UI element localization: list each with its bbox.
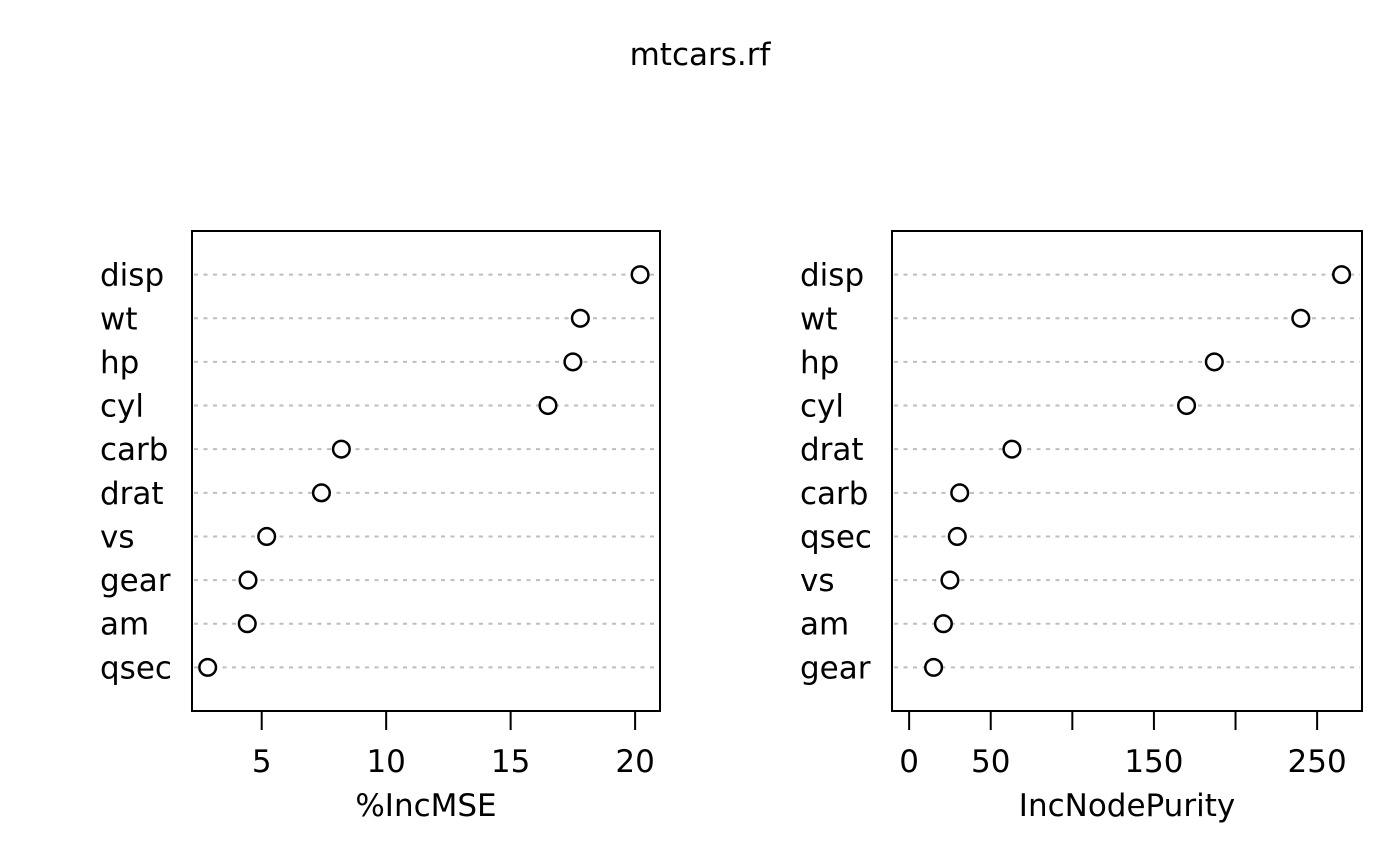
- data-point: [947, 526, 967, 547]
- x-tick-label: 150: [1124, 744, 1183, 780]
- y-category-label: gear: [100, 563, 171, 599]
- figure-title: mtcars.rf: [630, 37, 772, 73]
- y-category-label: gear: [800, 650, 871, 686]
- y-category-label: vs: [100, 519, 135, 555]
- data-point: [933, 614, 953, 634]
- y-category-label: disp: [800, 258, 864, 294]
- data-point: [1002, 439, 1022, 459]
- y-category-label: am: [800, 607, 849, 643]
- y-category-label: qsec: [800, 519, 872, 555]
- data-point: [257, 526, 277, 547]
- x-tick-label: 50: [971, 744, 1010, 780]
- y-category-label: cyl: [800, 389, 844, 425]
- data-point: [198, 657, 218, 677]
- y-category-label: cyl: [100, 389, 144, 425]
- y-category-label: drat: [100, 476, 164, 512]
- y-category-label: disp: [100, 258, 164, 294]
- y-category-label: wt: [800, 301, 838, 337]
- data-point: [311, 483, 331, 503]
- y-category-label: drat: [800, 432, 864, 468]
- data-point: [940, 570, 960, 590]
- plot-box: [891, 230, 1363, 712]
- x-axis-title: %IncMSE: [355, 788, 496, 824]
- data-point: [1177, 395, 1197, 416]
- y-category-label: qsec: [100, 650, 172, 686]
- x-tick-label: 15: [491, 744, 530, 780]
- x-axis-title: IncNodePurity: [1019, 788, 1235, 824]
- data-point: [1332, 265, 1352, 285]
- data-point: [238, 570, 258, 590]
- data-point: [1204, 352, 1224, 372]
- x-tick-label: 10: [366, 744, 405, 780]
- y-category-label: am: [100, 607, 149, 643]
- data-point: [331, 439, 351, 459]
- panel-incnodepurity: 0 50 150 250 disp wt hp cyl drat carb qsec vs am gear…: [800, 230, 1363, 824]
- y-category-label: vs: [800, 563, 835, 599]
- x-tick-label: 250: [1288, 744, 1347, 780]
- x-tick-label: 20: [615, 744, 654, 780]
- x-tick-label: 5: [252, 744, 272, 780]
- y-category-label: carb: [800, 476, 868, 512]
- y-category-label: hp: [100, 345, 139, 381]
- panel-incmse: 5 10 15 20 disp wt hp cyl carb drat vs gear am qsec %I…: [100, 230, 661, 824]
- y-category-label: carb: [100, 432, 168, 468]
- data-point: [237, 614, 257, 634]
- data-point: [563, 352, 583, 372]
- data-point: [950, 483, 970, 503]
- data-point: [630, 265, 650, 285]
- y-category-label: wt: [100, 301, 138, 337]
- y-category-label: hp: [800, 345, 839, 381]
- data-point: [924, 657, 944, 677]
- x-tick-label: 0: [899, 744, 919, 780]
- data-point: [538, 395, 558, 416]
- data-point: [1291, 308, 1311, 328]
- plot-box: [191, 230, 661, 712]
- data-point: [570, 308, 590, 328]
